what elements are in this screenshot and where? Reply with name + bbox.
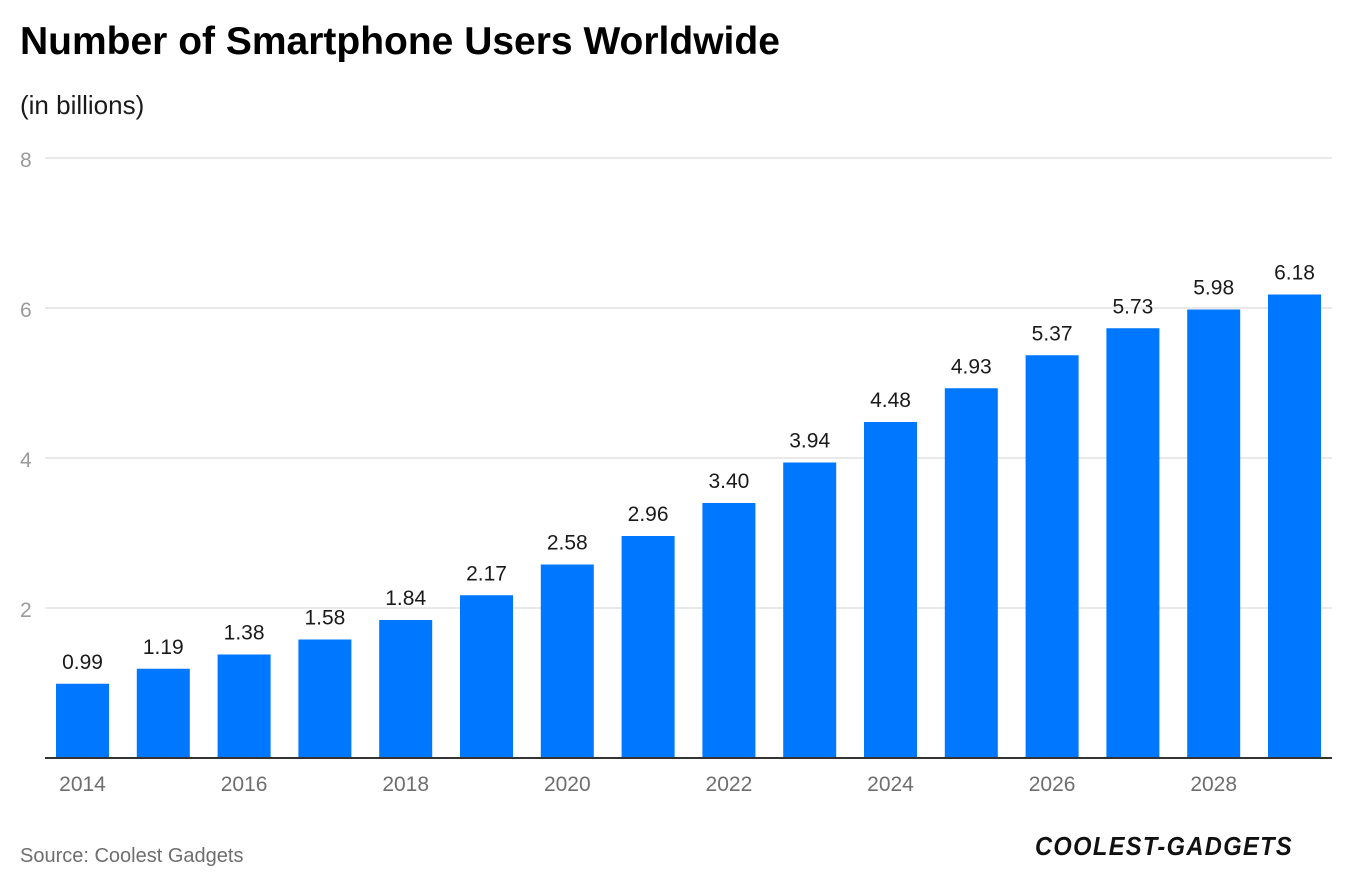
value-label: 4.93 [951,355,992,378]
x-tick-label: 2016 [221,773,268,796]
value-label: 2.96 [628,503,669,526]
value-label: 6.18 [1274,262,1315,285]
bar-2021 [621,536,675,758]
y-tick-label: 2 [20,599,32,622]
value-labels: 0.99 1.19 1.38 1.58 1.84 2.17 2.58 2.96 3.40 3.94… [62,262,1315,674]
bar-2027 [1106,328,1160,758]
bar-2018 [379,620,433,758]
value-label: 1.19 [143,636,184,659]
bar-2022 [702,503,756,758]
value-label: 1.58 [304,607,345,630]
coolest-gadgets-logo: COOLEST-GADGETS [1035,831,1293,861]
y-tick-label: 8 [20,149,32,172]
axes: 2 4 6 8 2014 2016 2018 2020 2022 2024 2026 2028 [20,149,1332,796]
value-label: 1.84 [385,587,426,610]
bar-2014 [56,683,109,758]
value-label: 5.98 [1193,277,1234,300]
bar-2015 [136,668,190,758]
value-label: 2.58 [547,532,588,555]
value-label: 3.40 [708,470,749,493]
value-label: 2.17 [466,562,507,585]
bar-2025 [944,388,998,758]
chart-subtitle: (in billions) [20,90,145,120]
bars [56,294,1321,758]
chart-title: Number of Smartphone Users Worldwide [20,20,780,63]
x-tick-label: 2026 [1029,773,1076,796]
value-label: 5.73 [1112,295,1153,318]
bar-2017 [298,639,352,758]
source-note: Source: Coolest Gadgets [20,845,244,867]
bar-2023 [783,462,837,758]
bar-2016 [217,654,271,758]
brand-wordmark: COOLEST-GADGETS [1035,831,1293,861]
y-tick-label: 6 [20,299,32,322]
bar-2028 [1187,309,1241,758]
x-tick-label: 2028 [1190,773,1237,796]
x-tick-label: 2024 [867,773,914,796]
x-tick-label: 2022 [706,773,753,796]
value-label: 1.38 [224,622,265,645]
bar-2029 [1268,294,1321,758]
bar-2024 [864,422,917,758]
value-label: 4.48 [870,389,911,412]
y-tick-label: 4 [20,449,32,472]
x-tick-label: 2014 [59,773,106,796]
value-label: 5.37 [1032,322,1073,345]
x-tick-label: 2018 [382,773,429,796]
bar-2019 [460,595,513,758]
bar-2026 [1025,355,1079,758]
bar-2020 [540,564,594,758]
value-label: 3.94 [789,430,830,453]
value-label: 0.99 [62,651,103,674]
x-tick-label: 2020 [544,773,591,796]
